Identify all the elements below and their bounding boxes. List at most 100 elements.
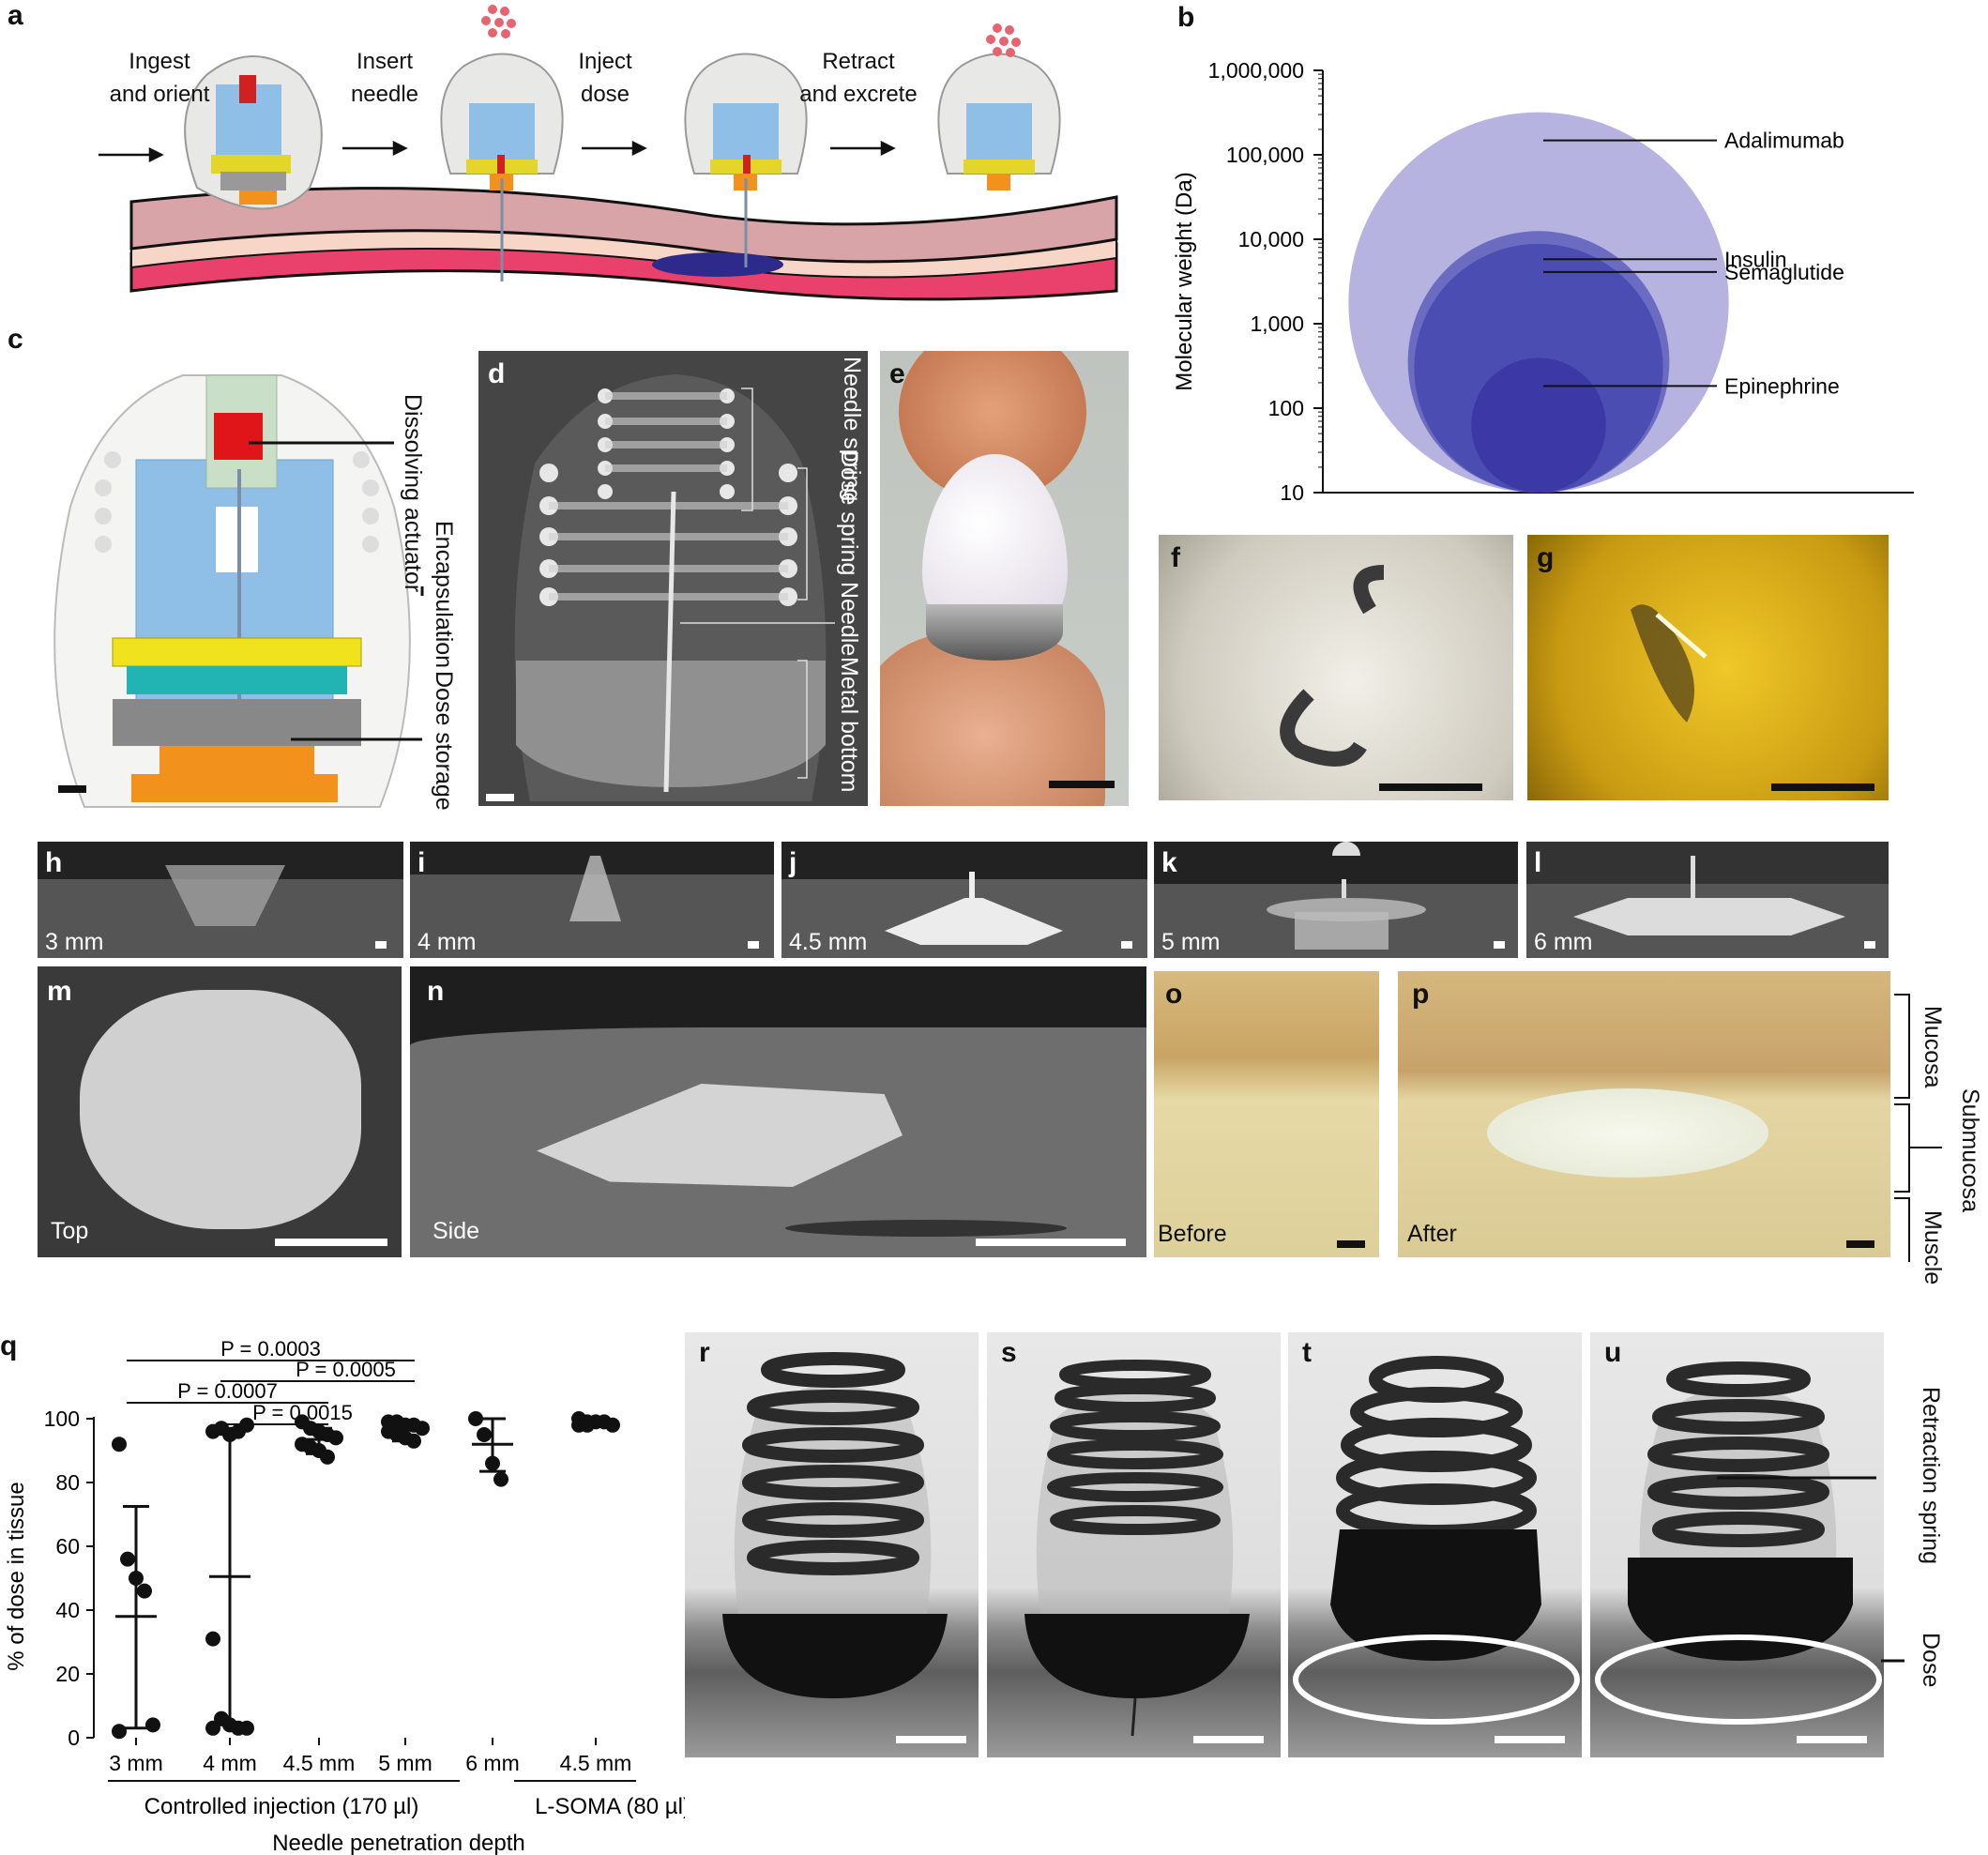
caption-side: Side bbox=[433, 1218, 480, 1244]
scale-bar-r bbox=[896, 1736, 966, 1743]
label-needle: Needle bbox=[836, 582, 862, 657]
panel-c-diagram bbox=[53, 374, 424, 808]
panel-label-u: u bbox=[1604, 1337, 1622, 1368]
chart-b-label-semaglutide: Semaglutide bbox=[1724, 260, 1844, 284]
chart-q-point bbox=[112, 1437, 127, 1452]
panel-i-xray bbox=[410, 842, 774, 958]
label-mucosa: Mucosa bbox=[1920, 1006, 1946, 1088]
chart-b-ytick-label: 1,000,000 bbox=[1208, 58, 1304, 83]
panel-d-xray bbox=[478, 351, 868, 806]
label-dose-spring: Dose spring bbox=[836, 450, 862, 576]
step-insert: Insert needle bbox=[350, 49, 419, 107]
panel-j-xray bbox=[782, 842, 1147, 958]
scale-bar-g bbox=[1771, 783, 1874, 791]
panel-label-m: m bbox=[47, 976, 72, 1007]
chart-q-point bbox=[205, 1720, 220, 1736]
panel-label-g: g bbox=[1537, 542, 1555, 573]
chart-q-group-lsoma: L-SOMA (80 µl) bbox=[535, 1794, 685, 1819]
dissolved-particles-icon bbox=[481, 5, 1021, 57]
panel-h-xray bbox=[38, 842, 403, 958]
chart-b-label-epinephrine: Epinephrine bbox=[1724, 373, 1840, 398]
chart-q-ytick-label: 20 bbox=[55, 1662, 80, 1686]
panel-o-photo: Before bbox=[1154, 971, 1379, 1257]
scale-bar-s bbox=[1193, 1736, 1264, 1743]
chart-b: 10 100 1,000 10,000 100,000 1,000,000 Adalimu… bbox=[1172, 58, 1914, 505]
caption-before: Before bbox=[1158, 1221, 1227, 1247]
depth-label-3mm: 3 mm bbox=[45, 929, 104, 955]
panel-label-c: c bbox=[8, 324, 23, 355]
panel-k-xray bbox=[1154, 842, 1518, 958]
panel-label-i: i bbox=[417, 847, 426, 878]
ru-pointers bbox=[1717, 1476, 1905, 1663]
chart-q-ytick-label: 40 bbox=[55, 1598, 80, 1622]
scale-bar-l bbox=[1864, 941, 1875, 949]
caption-top: Top bbox=[51, 1218, 89, 1244]
panel-p-photo: After bbox=[1398, 971, 1890, 1257]
panel-e-photo bbox=[880, 351, 1129, 806]
step-ingest: Ingest and orient bbox=[109, 49, 210, 107]
chart-b-ytick-label: 100 bbox=[1268, 396, 1304, 420]
panel-label-r: r bbox=[699, 1337, 710, 1368]
panel-a-diagram bbox=[99, 5, 1118, 301]
label-encapsulation: Encapsulation bbox=[431, 521, 457, 669]
panel-label-h: h bbox=[45, 847, 63, 878]
panel-label-f: f bbox=[1171, 542, 1180, 573]
scale-bar-m bbox=[275, 1239, 387, 1246]
label-metal-bottom: Metal bottom bbox=[836, 657, 862, 793]
panel-label-n: n bbox=[427, 976, 445, 1007]
chart-b-ylabel: Molecular weight (Da) bbox=[1172, 172, 1197, 390]
scale-bar-t bbox=[1495, 1736, 1565, 1743]
panel-label-a: a bbox=[8, 0, 23, 31]
scale-bar-d bbox=[486, 794, 514, 801]
chart-b-bubble-epinephrine bbox=[1471, 357, 1606, 493]
label-dissolving-actuator: Dissolving actuator bbox=[400, 394, 426, 593]
panel-label-b: b bbox=[1177, 2, 1195, 33]
panel-label-p: p bbox=[1412, 979, 1430, 1010]
scale-bar-e bbox=[1049, 781, 1115, 788]
chart-q-point bbox=[205, 1631, 220, 1647]
panel-g-photo bbox=[1527, 535, 1889, 800]
chart-q-point bbox=[145, 1717, 160, 1733]
chart-q-ytick-label: 60 bbox=[55, 1534, 80, 1559]
chart-q-xtick-label: 4.5 mm bbox=[283, 1751, 356, 1775]
panel-label-e: e bbox=[889, 358, 905, 389]
chart-q-point bbox=[328, 1430, 343, 1446]
chart-b-ytick-label: 10 bbox=[1280, 480, 1304, 505]
chart-q-point bbox=[239, 1417, 254, 1433]
chart-q-xlabel: Needle penetration depth bbox=[272, 1831, 525, 1855]
label-needle-spring: Needle spring bbox=[839, 357, 865, 502]
scale-bar-h bbox=[375, 941, 387, 949]
panel-label-d: d bbox=[488, 358, 506, 389]
metal-bottom-photo bbox=[926, 604, 1063, 661]
scale-bar-n bbox=[976, 1239, 1126, 1246]
scale-bar-f bbox=[1379, 783, 1482, 791]
label-muscle: Muscle bbox=[1920, 1210, 1946, 1285]
chart-q-point bbox=[493, 1471, 508, 1487]
depth-label-4mm: 4 mm bbox=[417, 929, 477, 955]
panel-label-j: j bbox=[789, 847, 797, 878]
chart-b-ytick-label: 100,000 bbox=[1226, 143, 1304, 167]
panel-u-xray bbox=[1590, 1332, 1884, 1757]
chart-q-point bbox=[137, 1583, 152, 1599]
scale-bar-c bbox=[58, 785, 86, 793]
chart-q-point bbox=[415, 1421, 430, 1437]
chart-q-xtick-label: 4.5 mm bbox=[560, 1751, 632, 1775]
chart-q-xtick-label: 3 mm bbox=[109, 1751, 163, 1775]
chart-q-xtick-label: 5 mm bbox=[378, 1751, 433, 1775]
chart-q-point bbox=[320, 1449, 335, 1465]
finger-bottom-image bbox=[880, 632, 1105, 806]
panel-f-photo bbox=[1159, 535, 1513, 800]
scale-bar-p bbox=[1846, 1240, 1874, 1248]
panel-m-xray: Top bbox=[38, 966, 402, 1257]
chart-b-label-adalimumab: Adalimumab bbox=[1724, 129, 1844, 153]
chart-q-point bbox=[120, 1551, 135, 1567]
panel-label-l: l bbox=[1534, 847, 1542, 878]
chart-q-sig-label: P = 0.0007 bbox=[177, 1379, 278, 1403]
chart-b-ytick-label: 1,000 bbox=[1250, 312, 1304, 336]
chart-q-xtick-label: 6 mm bbox=[465, 1751, 520, 1775]
scale-bar-i bbox=[748, 941, 759, 949]
panel-r-xray bbox=[685, 1332, 979, 1757]
scale-bar-o bbox=[1337, 1240, 1365, 1248]
chart-q-xtick-label: 4 mm bbox=[203, 1751, 257, 1775]
chart-q-ytick-label: 100 bbox=[44, 1406, 80, 1431]
